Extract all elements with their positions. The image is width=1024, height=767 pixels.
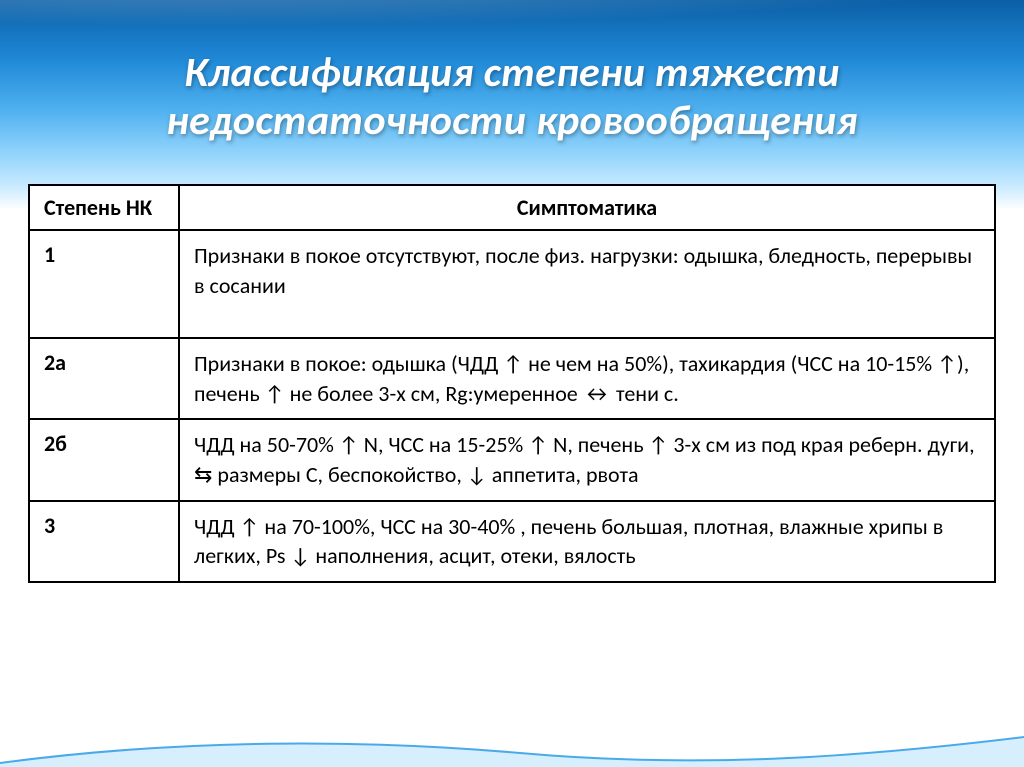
table-row: 2а Признаки в покое: одышка (ЧДД ↑ не че… bbox=[29, 338, 995, 419]
cell-stage: 3 bbox=[29, 501, 179, 582]
table-container: Степень НК Симптоматика 1 Признаки в пок… bbox=[0, 184, 1024, 603]
decorative-curve bbox=[0, 733, 1024, 767]
table-row: 1 Признаки в покое отсутствуют, после фи… bbox=[29, 230, 995, 338]
classification-table: Степень НК Симптоматика 1 Признаки в пок… bbox=[28, 184, 996, 583]
cell-symptoms: ЧДД ↑ на 70-100%, ЧСС на 30-40% , печень… bbox=[179, 501, 995, 582]
table-header-row: Степень НК Симптоматика bbox=[29, 185, 995, 230]
cell-symptoms: ЧДД на 50-70% ↑ N, ЧСС на 15-25% ↑ N, пе… bbox=[179, 419, 995, 500]
table-row: 3 ЧДД ↑ на 70-100%, ЧСС на 30-40% , пече… bbox=[29, 501, 995, 582]
cell-stage: 2а bbox=[29, 338, 179, 419]
cell-stage: 1 bbox=[29, 230, 179, 338]
table-row: 2б ЧДД на 50-70% ↑ N, ЧСС на 15-25% ↑ N,… bbox=[29, 419, 995, 500]
cell-symptoms: Признаки в покое: одышка (ЧДД ↑ не чем н… bbox=[179, 338, 995, 419]
col-header-symptoms: Симптоматика bbox=[179, 185, 995, 230]
slide-title: Классификация степени тяжести недостаточ… bbox=[30, 49, 994, 146]
col-header-stage: Степень НК bbox=[29, 185, 179, 230]
slide: Классификация степени тяжести недостаточ… bbox=[0, 0, 1024, 767]
title-band: Классификация степени тяжести недостаточ… bbox=[0, 0, 1024, 210]
cell-stage: 2б bbox=[29, 419, 179, 500]
cell-symptoms: Признаки в покое отсутствуют, после физ.… bbox=[179, 230, 995, 338]
